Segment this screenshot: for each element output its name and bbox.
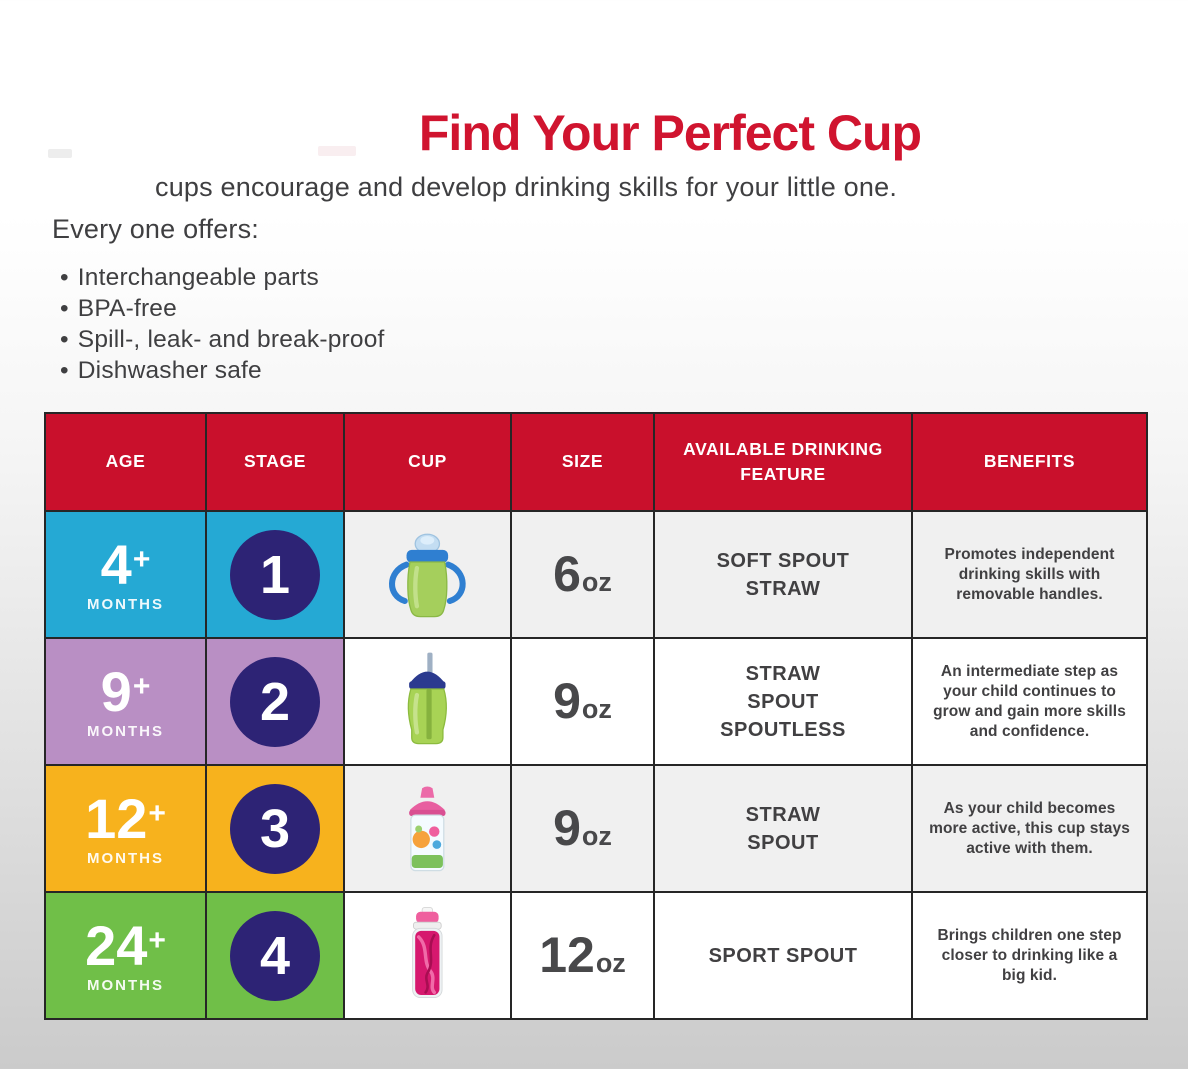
bullet-item: • BPA-free (60, 293, 385, 324)
column-header-benefits: BENEFITS (913, 414, 1146, 510)
benefit-cell: An intermediate step as your child conti… (913, 639, 1146, 764)
cup-cell (345, 766, 510, 891)
age-cell: 12+ MONTHS (46, 766, 205, 891)
feature-line: SPOUT (747, 831, 819, 854)
bullet-label: Interchangeable parts (77, 264, 319, 291)
erased-text-artifact (48, 149, 72, 158)
bullet-glyph: • (60, 264, 69, 291)
benefits-bullet-list: • Interchangeable parts • BPA-free • Spill-, … (60, 262, 385, 386)
feature-cell: SPORT SPOUT (655, 893, 911, 1018)
cup-cell (345, 893, 510, 1018)
size-cell: 6 oz (512, 512, 653, 637)
size-cell: 9 oz (512, 766, 653, 891)
size-cell: 9 oz (512, 639, 653, 764)
age-value: 12+ (85, 786, 166, 850)
size-cell: 12 oz (512, 893, 653, 1018)
stage-cell: 4 (207, 893, 343, 1018)
soft-spout-trainer-cup-icon (389, 533, 466, 617)
insulated-hard-spout-cup-icon (409, 786, 446, 871)
benefit-text: Promotes independent drinking skills wit… (944, 545, 1115, 603)
feature-line: SOFT SPOUT (716, 549, 850, 572)
age-cell: 4+ MONTHS (46, 512, 205, 637)
column-header-stage: STAGE (207, 414, 343, 510)
benefit-text: An intermediate step as your child conti… (933, 662, 1126, 740)
feature-line: SPORT SPOUT (708, 944, 858, 967)
bullet-item: • Spill-, leak- and break-proof (60, 324, 385, 355)
stage-number-badge: 3 (230, 783, 320, 874)
feature-line: STRAW (745, 577, 821, 600)
cup-cell (345, 512, 510, 637)
bullet-glyph: • (60, 326, 69, 353)
age-value: 9+ (100, 659, 151, 723)
stage-number-badge: 4 (230, 910, 320, 1001)
age-cell: 9+ MONTHS (46, 639, 205, 764)
column-header-cup: CUP (345, 414, 510, 510)
bullet-label: Dishwasher safe (77, 357, 262, 384)
age-unit-label: MONTHS (87, 595, 164, 613)
feature-cell: SOFT SPOUT STRAW (655, 512, 911, 637)
age-cell: 24+ MONTHS (46, 893, 205, 1018)
straw-cup-icon (407, 652, 448, 744)
column-header-size: SIZE (512, 414, 653, 510)
bullet-glyph: • (60, 357, 69, 384)
subtitle-text: cups encourage and develop drinking skil… (155, 172, 898, 202)
cup-comparison-table: AGE STAGE CUP SIZE AVAILABLE DRINKING FE… (44, 412, 1148, 1020)
feature-line: STRAW (745, 803, 821, 826)
feature-line: SPOUT (747, 690, 819, 713)
cup-cell (345, 639, 510, 764)
sport-spout-bottle-icon (412, 906, 443, 998)
bullet-item: • Interchangeable parts (60, 262, 385, 293)
bullet-label: BPA-free (77, 295, 177, 322)
bullet-item: • Dishwasher safe (60, 355, 385, 386)
stage-number-badge: 2 (230, 656, 320, 747)
feature-line: STRAW (745, 662, 821, 685)
age-value: 4+ (100, 532, 151, 596)
feature-cell: STRAW SPOUT (655, 766, 911, 891)
age-value: 24+ (85, 913, 166, 977)
bullet-label: Spill-, leak- and break-proof (77, 326, 385, 353)
stage-number-badge: 1 (230, 529, 320, 620)
feature-line: SPOUTLESS (720, 718, 846, 741)
benefit-cell: Brings children one step closer to drink… (913, 893, 1146, 1018)
bullet-glyph: • (60, 295, 69, 322)
benefit-text: Brings children one step closer to drink… (937, 926, 1122, 984)
page-title: Find Your Perfect Cup (418, 104, 922, 161)
benefit-cell: As your child becomes more active, this … (913, 766, 1146, 891)
age-unit-label: MONTHS (87, 976, 164, 994)
feature-cell: STRAW SPOUT SPOUTLESS (655, 639, 911, 764)
benefit-cell: Promotes independent drinking skills wit… (913, 512, 1146, 637)
column-header-age: AGE (46, 414, 205, 510)
erased-text-artifact (318, 146, 356, 156)
column-header-feature: AVAILABLE DRINKING FEATURE (655, 414, 911, 510)
stage-cell: 3 (207, 766, 343, 891)
benefit-text: As your child becomes more active, this … (929, 799, 1130, 857)
stage-cell: 1 (207, 512, 343, 637)
stage-cell: 2 (207, 639, 343, 764)
age-unit-label: MONTHS (87, 849, 164, 867)
age-unit-label: MONTHS (87, 722, 164, 740)
offers-heading: Every one offers: (52, 214, 260, 244)
